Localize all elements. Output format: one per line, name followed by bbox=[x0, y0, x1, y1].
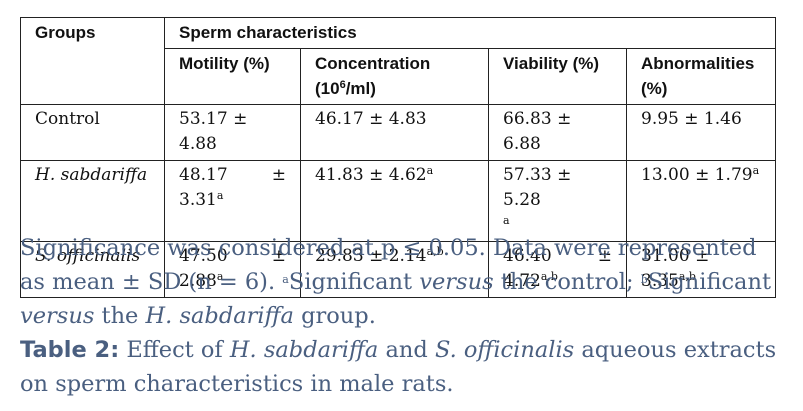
header-concentration: Concentration (106/ml) bbox=[300, 48, 489, 105]
table-number-label: Table 2: bbox=[20, 337, 120, 363]
motility-value: 48.17 bbox=[179, 165, 228, 185]
abnormalities-significance: a,b bbox=[678, 270, 696, 283]
header-concentration-unit-close: /ml) bbox=[345, 79, 376, 98]
viability-sd: 4.72 bbox=[503, 271, 541, 291]
header-row-1: Groups Sperm characteristics bbox=[20, 17, 777, 105]
footnote-b-mid: the bbox=[94, 303, 146, 329]
table-row-h-sabdariffa: H. sabdariffa 48.17 ± 3.31a 41.83 ± 4.62a… bbox=[20, 160, 777, 242]
cell-concentration-h-sabdariffa: 41.83 ± 4.62a bbox=[300, 160, 489, 242]
species-name: H. sabdariffa bbox=[145, 303, 294, 329]
versus-text: versus bbox=[419, 269, 494, 295]
cell-group-s-officinalis: S. officinalis bbox=[20, 241, 165, 298]
motility-value: 47.50 bbox=[179, 246, 228, 266]
header-groups: Groups bbox=[20, 17, 165, 105]
header-sperm-characteristics: Sperm characteristics bbox=[163, 17, 777, 49]
sperm-characteristics-table: Groups Sperm characteristics Motility (%… bbox=[20, 17, 777, 298]
cell-viability-h-sabdariffa: 57.33 ± 5.28 a bbox=[488, 160, 627, 242]
cell-concentration-s-officinalis: 29.83 ± 2.14a,b bbox=[300, 241, 489, 298]
footnote-b-text: Significant bbox=[647, 269, 772, 295]
table-row-control: Control 53.17 ± 4.88 46.17 ± 4.83 66.83 … bbox=[20, 104, 777, 161]
table-caption: Significance was considered at p ≤ 0.05.… bbox=[20, 231, 780, 401]
viability-value: 57.33 ± 5.28 bbox=[503, 165, 572, 210]
table-title-part: Effect of bbox=[119, 337, 230, 363]
cell-abnormalities-control: 9.95 ± 1.46 bbox=[625, 104, 777, 161]
header-motility: Motility (%) bbox=[164, 48, 301, 105]
cell-motility-h-sabdariffa: 48.17 ± 3.31a bbox=[164, 160, 301, 242]
cell-viability-control: 66.83 ± 6.88 bbox=[488, 104, 627, 161]
footnote-a-marker: a bbox=[282, 273, 289, 286]
header-abnormalities-label: Abnormalities bbox=[641, 54, 755, 73]
table-title-part: and bbox=[378, 337, 435, 363]
table-title-part: aqueous extracts on sperm characteristic… bbox=[20, 337, 777, 397]
cell-group-control: Control bbox=[20, 104, 165, 161]
concentration-value: 41.83 ± 4.62 bbox=[315, 165, 427, 185]
viability-significance: a bbox=[503, 214, 510, 227]
header-concentration-label: Concentration bbox=[315, 54, 431, 73]
motility-plus-minus: ± bbox=[271, 246, 286, 266]
header-row-2: Motility (%) Concentration (106/ml) Viab… bbox=[21, 48, 777, 105]
viability-significance: a,b bbox=[540, 270, 558, 283]
concentration-value: 29.83 ± 2.14 bbox=[315, 246, 427, 266]
versus-text: versus bbox=[20, 303, 95, 329]
header-abnormalities-unit: (%) bbox=[641, 79, 668, 98]
cell-abnormalities-h-sabdariffa: 13.00 ± 1.79a bbox=[625, 160, 777, 242]
table-row-s-officinalis: S. officinalis 47.50 ± 2.88a 29.83 ± 2.14… bbox=[20, 241, 777, 298]
abnormalities-value: 31.00 ± 3.35 bbox=[641, 246, 710, 291]
footnote-a-tail: the control; bbox=[493, 269, 641, 295]
cell-concentration-control: 46.17 ± 4.83 bbox=[300, 104, 489, 161]
species-name: H. sabdariffa bbox=[229, 337, 379, 363]
motility-plus-minus: ± bbox=[271, 165, 286, 185]
cell-motility-control: 53.17 ± 4.88 bbox=[164, 104, 301, 161]
motility-significance: a bbox=[216, 270, 224, 283]
motility-significance: a bbox=[216, 189, 224, 202]
abnormalities-value: 13.00 ± 1.79 bbox=[641, 165, 753, 185]
viability-plus-minus: ± bbox=[597, 246, 612, 266]
motility-sd: 3.31 bbox=[179, 190, 217, 210]
motility-sd: 2.88 bbox=[179, 271, 217, 291]
abnormalities-significance: a bbox=[752, 164, 760, 177]
footnote-a-text: Significant bbox=[288, 269, 420, 295]
concentration-significance: a bbox=[426, 164, 434, 177]
header-concentration-unit-exp: 6 bbox=[339, 79, 346, 91]
species-name: S. officinalis bbox=[434, 337, 575, 363]
header-concentration-unit-open: (10 bbox=[315, 79, 340, 98]
cell-motility-s-officinalis: 47.50 ± 2.88a bbox=[164, 241, 301, 298]
cell-viability-s-officinalis: 46.40 ± 4.72a,b bbox=[488, 241, 627, 298]
significance-note: Significance was considered at p ≤ 0.05.… bbox=[20, 235, 757, 295]
footnote-b-tail: group. bbox=[293, 303, 376, 329]
header-viability: Viability (%) bbox=[488, 48, 627, 105]
viability-value: 46.40 bbox=[503, 246, 552, 266]
cell-abnormalities-s-officinalis: 31.00 ± 3.35a,b bbox=[625, 241, 777, 298]
cell-group-h-sabdariffa: H. sabdariffa bbox=[20, 160, 165, 242]
header-abnormalities: Abnormalities (%) bbox=[625, 48, 777, 105]
footnote-b-marker: b bbox=[640, 273, 648, 286]
concentration-significance: a,b bbox=[426, 245, 444, 258]
data-table-container: Groups Sperm characteristics Motility (%… bbox=[20, 17, 777, 298]
